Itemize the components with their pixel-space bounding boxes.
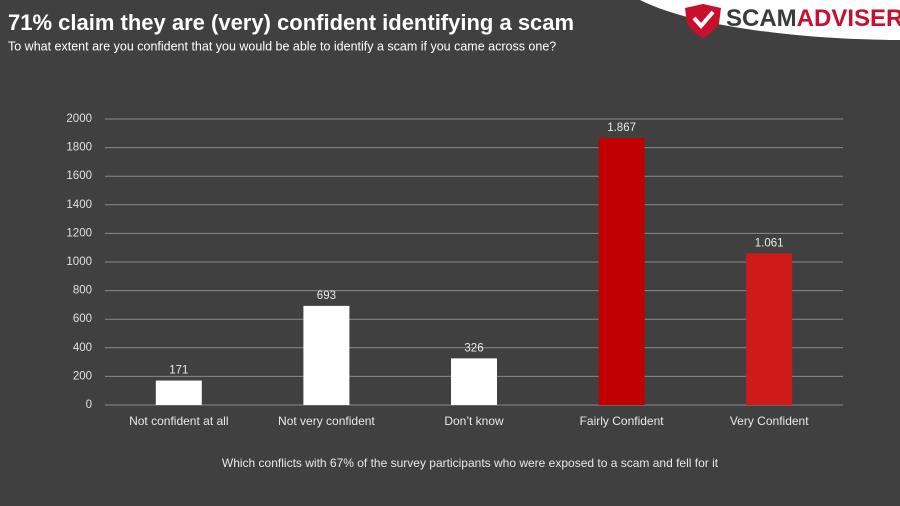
y-tick-label: 2000 [66,113,92,125]
bar [155,380,202,405]
x-tick-label: Don’t know [444,414,504,428]
bar [303,305,350,405]
bar [746,253,793,405]
y-tick-label: 0 [86,399,92,411]
brand-part: ADVISER [797,5,900,32]
y-tick-label: 400 [73,342,92,354]
y-tick-label: 1000 [66,256,92,268]
data-label: 1.061 [755,237,784,249]
chart-subtitle: To what extent are you confident that yo… [8,39,556,53]
y-tick-label: 800 [73,285,92,297]
y-tick-label: 1400 [66,199,92,211]
data-label: 326 [464,342,483,354]
y-tick-label: 1800 [66,142,92,154]
data-label: 693 [317,290,336,302]
chart-title: 71% claim they are (very) confident iden… [8,10,574,35]
x-tick-label: Not very confident [278,414,375,428]
bar [451,358,497,405]
data-label: 171 [169,365,188,377]
brand-logo: SCAMADVISER [726,5,900,32]
data-label: 1.867 [607,122,636,134]
logo-check [692,10,715,30]
footnote: Which conflicts with 67% of the survey p… [222,456,719,470]
y-tick-label: 600 [73,313,92,325]
bar [598,138,645,406]
x-tick-label: Very Confident [730,414,809,428]
x-tick-label: Fairly Confident [580,414,665,428]
x-tick-label: Not confident at all [129,414,228,428]
y-tick-label: 1200 [66,227,92,239]
brand-part: SCAM [726,5,797,32]
y-tick-label: 1600 [66,170,92,182]
y-tick-label: 200 [73,370,92,382]
